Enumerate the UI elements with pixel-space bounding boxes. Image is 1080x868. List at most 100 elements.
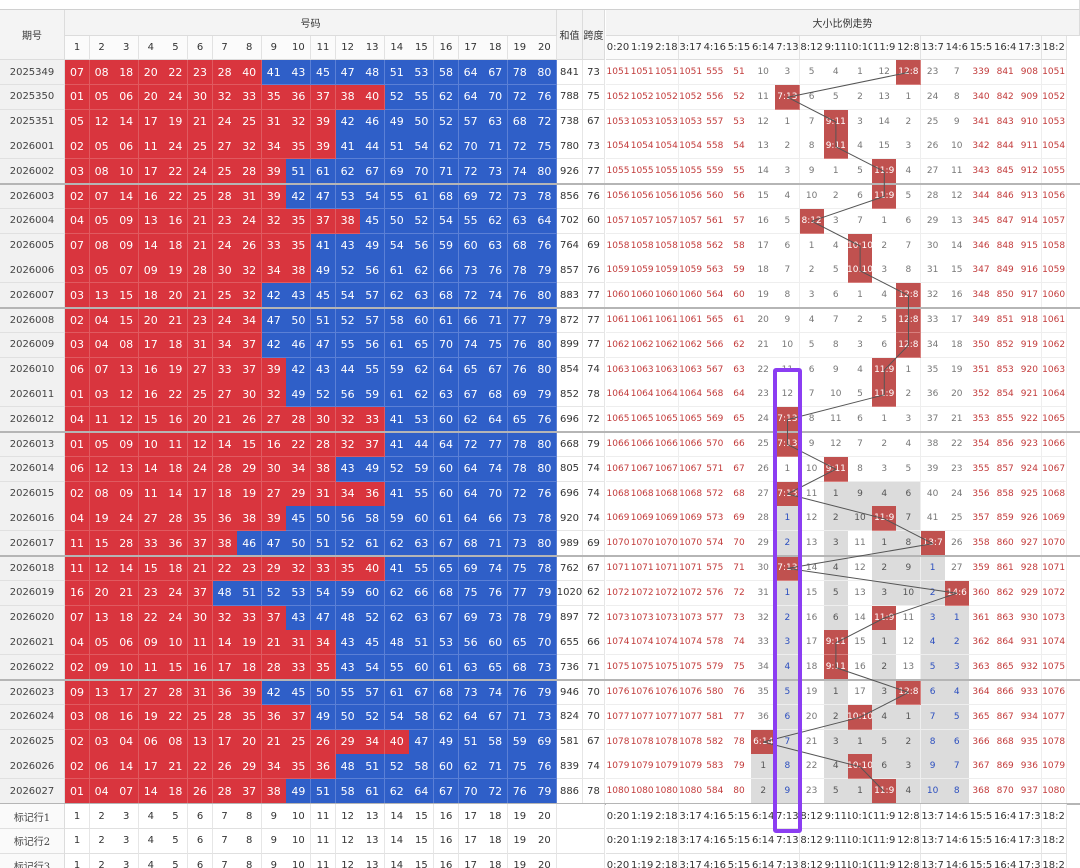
ball-number: 46 xyxy=(360,109,386,135)
ball-number: 32 xyxy=(286,109,312,135)
ratio-column-header: 1:19 xyxy=(630,36,656,60)
ball-number: 24 xyxy=(212,109,238,135)
sum-cell: 883 xyxy=(557,283,583,309)
ball-number: 35 xyxy=(286,134,312,160)
ball-number: 07 xyxy=(65,233,90,259)
ball-number: 53 xyxy=(335,184,361,209)
trend-line-segment xyxy=(811,195,885,222)
ball-number: 39 xyxy=(311,134,336,160)
period-cell: 2026006 xyxy=(0,258,65,284)
ball-number: 17 xyxy=(138,159,164,185)
ball-number: 50 xyxy=(409,109,435,135)
omission-cell: 14 xyxy=(872,109,898,135)
ball-number: 68 xyxy=(507,109,533,135)
ball-column-header: 3 xyxy=(114,36,140,60)
omission-cell: 1059 xyxy=(1041,258,1067,284)
period-cell: 2026004 xyxy=(0,208,65,234)
ball-number: 02 xyxy=(65,184,90,209)
ratio-column-header: 11:9 xyxy=(872,36,898,60)
trend-line-segment xyxy=(787,567,957,594)
omission-cell: 1060 xyxy=(678,283,704,309)
ball-number: 43 xyxy=(286,60,312,85)
omission-cell: 23 xyxy=(920,60,946,85)
ball-number: 12 xyxy=(89,109,115,135)
ball-number: 33 xyxy=(237,84,263,110)
omission-cell: 1059 xyxy=(678,258,704,284)
ball-number: 01 xyxy=(65,84,90,110)
ball-number: 23 xyxy=(212,208,238,234)
omission-cell: 53 xyxy=(727,109,752,135)
ball-column-header: 15 xyxy=(409,36,435,60)
omission-cell: 848 xyxy=(993,233,1019,259)
ball-number: 63 xyxy=(507,208,533,234)
ball-number: 30 xyxy=(188,84,213,110)
ball-number: 02 xyxy=(65,134,90,160)
span-cell: 75 xyxy=(583,84,605,110)
ball-number: 54 xyxy=(434,208,459,234)
ball-number: 15 xyxy=(114,308,140,333)
ball-number: 08 xyxy=(89,233,115,259)
ball-number: 14 xyxy=(138,233,164,259)
ball-column-header: 6 xyxy=(188,36,213,60)
ratio-column-header: 13:7 xyxy=(920,36,946,60)
ball-number: 26 xyxy=(237,233,263,259)
omission-cell: 12 xyxy=(751,109,777,135)
omission-cell: 1060 xyxy=(654,283,680,309)
ball-number: 03 xyxy=(65,258,90,284)
ball-number: 20 xyxy=(138,84,164,110)
ratio-column-header: 7:13 xyxy=(775,36,801,60)
omission-cell: 1058 xyxy=(678,233,704,259)
ratio-column-header: 4:16 xyxy=(702,36,728,60)
span-header: 跨度 xyxy=(583,10,605,60)
ball-column-header: 8 xyxy=(237,36,263,60)
ball-column-header: 14 xyxy=(384,36,410,60)
ball-number: 42 xyxy=(286,184,312,209)
ball-number: 75 xyxy=(532,134,558,160)
ball-number: 05 xyxy=(65,109,90,135)
ball-number: 02 xyxy=(65,308,90,333)
ball-number: 62 xyxy=(409,258,435,284)
ball-number: 51 xyxy=(384,60,410,85)
ball-column-header: 10 xyxy=(286,36,312,60)
ball-number: 14 xyxy=(114,109,140,135)
omission-cell: 2 xyxy=(823,184,849,209)
ball-number: 05 xyxy=(89,134,115,160)
ball-number: 21 xyxy=(188,109,213,135)
omission-cell: 1057 xyxy=(678,208,704,234)
omission-cell: 9 xyxy=(944,109,970,135)
trend-line-segment xyxy=(859,270,909,297)
ball-number: 55 xyxy=(458,208,484,234)
ball-number: 04 xyxy=(89,308,115,333)
ball-number: 39 xyxy=(261,184,287,209)
omission-cell: 1053 xyxy=(654,109,680,135)
omission-cell: 915 xyxy=(1017,233,1043,259)
sum-cell: 841 xyxy=(557,60,583,85)
numbers-header: 号码 xyxy=(65,10,557,36)
trend-line-segment xyxy=(835,617,885,644)
period-cell: 2026001 xyxy=(0,134,65,160)
ball-number: 52 xyxy=(335,258,361,284)
ball-number: 15 xyxy=(114,283,140,309)
ball-column-header: 13 xyxy=(360,36,386,60)
omission-cell: 16 xyxy=(944,283,970,309)
omission-cell: 1052 xyxy=(678,84,704,110)
ball-number: 63 xyxy=(483,109,509,135)
ball-number: 49 xyxy=(384,109,410,135)
ball-number: 24 xyxy=(163,134,189,160)
ball-number: 11 xyxy=(138,134,164,160)
ball-number: 76 xyxy=(532,233,558,259)
omission-cell: 559 xyxy=(702,159,728,185)
omission-cell: 1052 xyxy=(606,84,631,110)
ball-number: 28 xyxy=(188,258,213,284)
ball-number: 25 xyxy=(212,159,238,185)
ball-number: 38 xyxy=(335,84,361,110)
ball-number: 21 xyxy=(188,208,213,234)
ball-number: 78 xyxy=(507,60,533,85)
ball-number: 04 xyxy=(65,208,90,234)
omission-cell: 1053 xyxy=(630,109,656,135)
omission-cell: 54 xyxy=(727,134,752,160)
trend-line-segment xyxy=(787,543,933,569)
ball-number: 56 xyxy=(409,233,435,259)
ball-number: 54 xyxy=(335,283,361,309)
ball-number: 25 xyxy=(188,184,213,209)
